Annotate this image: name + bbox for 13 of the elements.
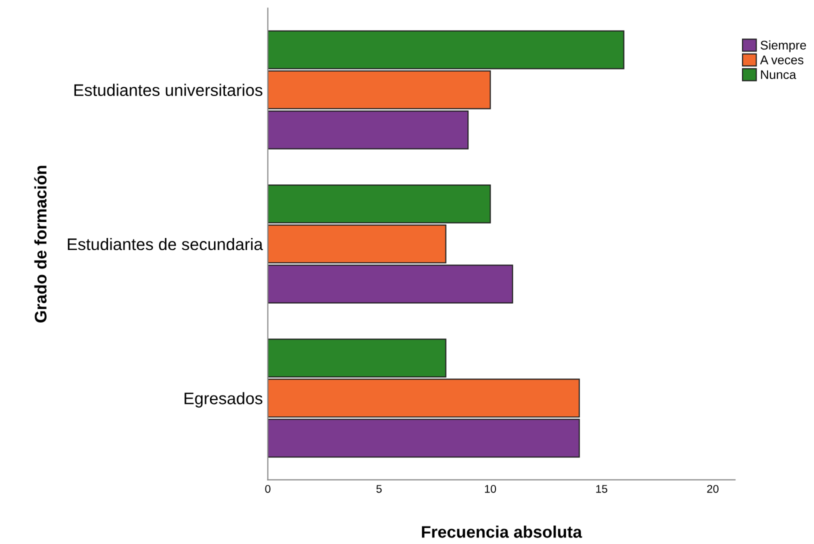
y-tick-label: Estudiantes universitarios (74, 84, 262, 96)
y-axis-title: Grado de formación (34, 166, 47, 322)
x-tick-label: 10 (484, 484, 496, 493)
x-tick-label: 20 (707, 484, 719, 493)
x-tick-label: 15 (596, 485, 608, 493)
legend-label: Siempre (760, 40, 806, 52)
legend-label: Nunca (761, 70, 796, 80)
legend-label: A veces (760, 56, 804, 64)
x-tick-label: 5 (376, 485, 382, 493)
x-tick-label: 0 (265, 484, 270, 493)
x-axis-title: Frecuencia absoluta (422, 526, 582, 538)
y-tick-label: Egresados (184, 392, 262, 408)
y-tick-label: Estudiantes de secundaria (68, 238, 263, 250)
